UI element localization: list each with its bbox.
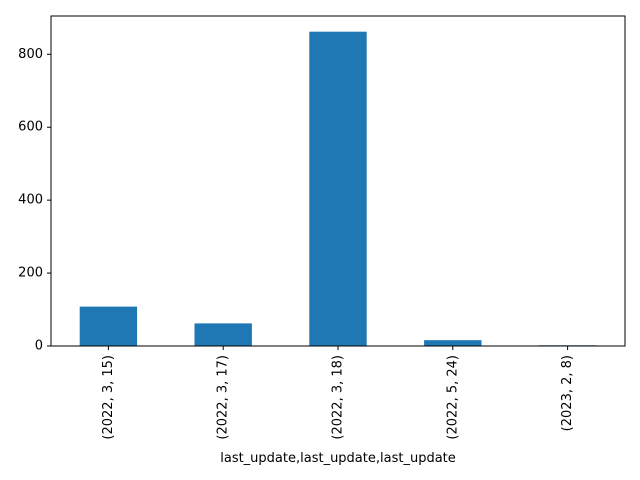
y-tick-label-1: 200 [18, 266, 43, 281]
bar-1 [194, 323, 252, 346]
x-tick-label-2: (2022, 3, 18) [331, 355, 346, 440]
y-axis-ticks: 0 200 400 600 800 [18, 47, 51, 354]
x-tick-label-4: (2023, 2, 8) [560, 355, 575, 431]
y-tick-label-4: 800 [18, 47, 43, 62]
y-tick-label-2: 400 [18, 193, 43, 208]
x-tick-label-3: (2022, 5, 24) [445, 355, 460, 440]
bars-group [79, 31, 597, 346]
y-tick-label-3: 600 [18, 120, 43, 135]
x-tick-label-0: (2022, 3, 15) [101, 355, 116, 440]
y-tick-label-0: 0 [35, 339, 43, 354]
x-axis-label: last_update,last_update,last_update [220, 451, 456, 466]
bar-0 [79, 306, 138, 346]
x-axis-ticks: (2022, 3, 15) (2022, 3, 17) (2022, 3, 18) (… [101, 346, 575, 440]
x-tick-label-1: (2022, 3, 17) [216, 355, 231, 440]
bar-3 [424, 340, 482, 346]
bar-2 [309, 31, 367, 346]
